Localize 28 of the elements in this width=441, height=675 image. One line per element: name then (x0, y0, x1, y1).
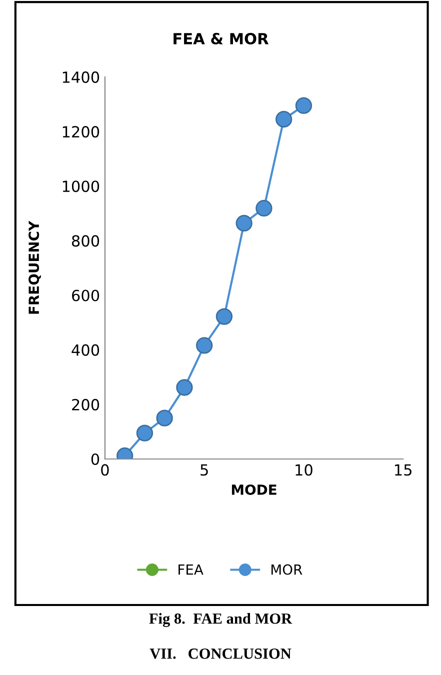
legend-label: FEA (178, 564, 204, 575)
point (176, 379, 193, 396)
caption: Fig 8. FAE and MOR (149, 613, 292, 627)
x-tick-label: 5 (200, 464, 208, 476)
x-axis-title: MODE (232, 484, 276, 495)
text: VII. CONCLUSION (150, 648, 292, 659)
x-tick-label: 0 (101, 464, 109, 476)
y-tick-label: 1400 (62, 71, 100, 83)
point (156, 410, 173, 426)
y-tick-label: 1200 (62, 126, 100, 138)
y-tick-label: 800 (72, 235, 100, 247)
x-tick-label: 10 (296, 464, 312, 476)
y-tick-label: 600 (72, 290, 100, 302)
y-axis-title: FREQUENCY (28, 220, 41, 314)
legend-label: MOR (271, 564, 302, 575)
point (216, 308, 233, 325)
point (136, 424, 154, 442)
point (295, 97, 312, 114)
point (236, 214, 252, 232)
chart-title: FEA & MOR (174, 32, 268, 44)
y-tick-label: 200 (72, 398, 100, 410)
y-tick-label: 1000 (62, 180, 100, 192)
point (196, 337, 213, 354)
y-tick-label: 0 (91, 453, 100, 466)
x-tick-label: 15 (395, 464, 412, 476)
point (275, 110, 292, 128)
y-tick-label: 400 (72, 344, 100, 356)
point (256, 200, 272, 217)
